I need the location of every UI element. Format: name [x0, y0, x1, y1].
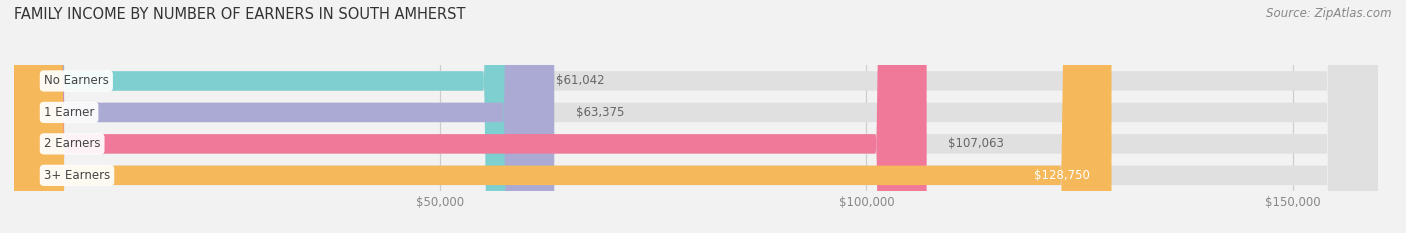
Text: Source: ZipAtlas.com: Source: ZipAtlas.com: [1267, 7, 1392, 20]
Text: No Earners: No Earners: [44, 75, 108, 87]
FancyBboxPatch shape: [14, 0, 554, 233]
Text: 3+ Earners: 3+ Earners: [44, 169, 110, 182]
Text: FAMILY INCOME BY NUMBER OF EARNERS IN SOUTH AMHERST: FAMILY INCOME BY NUMBER OF EARNERS IN SO…: [14, 7, 465, 22]
FancyBboxPatch shape: [14, 0, 1378, 233]
FancyBboxPatch shape: [14, 0, 1112, 233]
Text: $63,375: $63,375: [575, 106, 624, 119]
Text: $128,750: $128,750: [1035, 169, 1090, 182]
Text: 2 Earners: 2 Earners: [44, 137, 100, 150]
Text: $61,042: $61,042: [555, 75, 605, 87]
FancyBboxPatch shape: [14, 0, 534, 233]
FancyBboxPatch shape: [14, 0, 1378, 233]
FancyBboxPatch shape: [14, 0, 1378, 233]
Text: 1 Earner: 1 Earner: [44, 106, 94, 119]
Text: $107,063: $107,063: [948, 137, 1004, 150]
FancyBboxPatch shape: [14, 0, 927, 233]
FancyBboxPatch shape: [14, 0, 1378, 233]
